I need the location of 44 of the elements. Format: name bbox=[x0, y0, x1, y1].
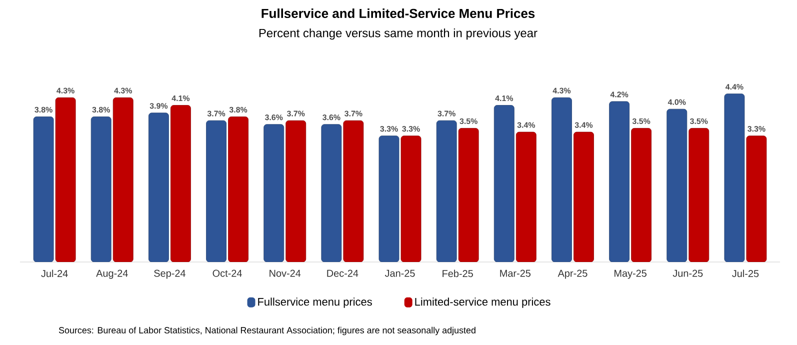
bar bbox=[264, 124, 284, 262]
x-tick-label: May-25 bbox=[614, 270, 646, 279]
bar bbox=[436, 120, 457, 262]
bar bbox=[321, 124, 342, 262]
x-tick-label: Feb-25 bbox=[442, 270, 473, 278]
x-tick-label: Nov-24 bbox=[270, 270, 301, 277]
x-tick-label: Apr-25 bbox=[558, 270, 588, 279]
legend-label: Fullservice menu prices bbox=[258, 298, 372, 308]
bar bbox=[458, 128, 479, 262]
chart-title: Fullservice and Limited-Service Menu Prices bbox=[262, 8, 535, 18]
bar bbox=[574, 132, 594, 262]
bar bbox=[343, 120, 364, 262]
bar bbox=[206, 120, 226, 262]
bar bbox=[378, 136, 400, 262]
bar bbox=[228, 116, 248, 262]
bar bbox=[112, 97, 134, 262]
bar bbox=[494, 105, 514, 262]
x-tick-label: Mar-25 bbox=[500, 270, 531, 277]
bar bbox=[724, 94, 745, 262]
x-tick-label: Jun-25 bbox=[672, 270, 703, 277]
bar bbox=[552, 97, 572, 262]
bar bbox=[148, 112, 169, 262]
bar bbox=[286, 120, 306, 262]
bar bbox=[609, 101, 630, 262]
bar bbox=[688, 128, 710, 262]
x-tick-label: Jul-25 bbox=[732, 270, 759, 278]
x-tick-label: Sep-24 bbox=[154, 270, 186, 279]
bar bbox=[170, 105, 191, 262]
bar bbox=[631, 128, 652, 262]
chart-subtitle: Percent change versus same month in previous year bbox=[259, 28, 538, 40]
bar bbox=[55, 97, 76, 262]
bar bbox=[516, 132, 536, 262]
bar bbox=[400, 136, 422, 262]
x-tick-label: Dec-24 bbox=[327, 270, 358, 277]
x-tick-label: Jan-25 bbox=[384, 270, 415, 277]
x-tick-label: Aug-24 bbox=[96, 270, 128, 279]
bar bbox=[90, 116, 112, 262]
legend-label: Limited-service menu prices bbox=[415, 298, 550, 308]
bar bbox=[746, 136, 767, 262]
bar bbox=[33, 116, 54, 262]
source-note: Sources: Bureau of Labor Statistics, National Restaurant Association; figures are not seasonally adjusted bbox=[58, 326, 476, 336]
bar bbox=[666, 108, 688, 262]
x-tick-label: Oct-24 bbox=[212, 270, 242, 277]
x-tick-label: Jul-24 bbox=[41, 270, 68, 278]
